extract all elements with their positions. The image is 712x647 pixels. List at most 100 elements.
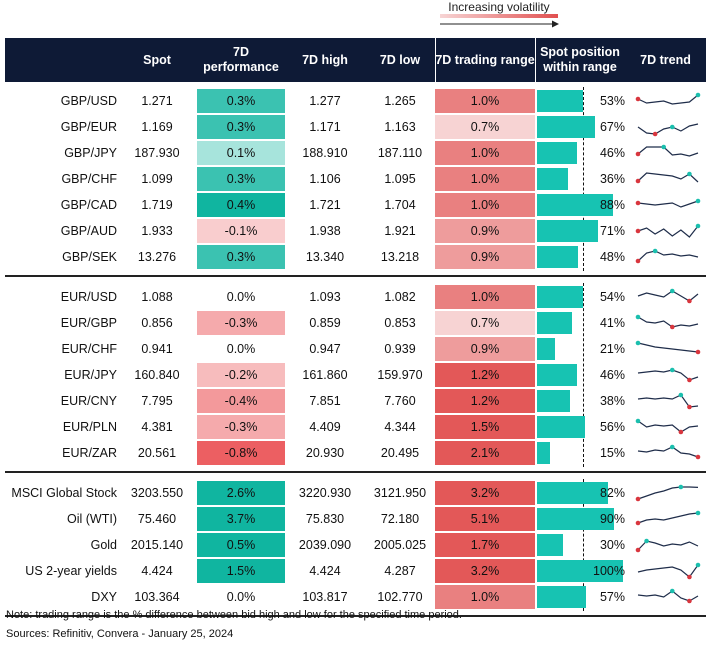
spot-position-bar — [537, 364, 577, 386]
trading-range-value: 1.2% — [470, 368, 500, 382]
spot-position-percent: 57% — [599, 590, 625, 604]
column-separator — [285, 309, 286, 311]
column-separator — [285, 439, 286, 441]
instrument-name: GBP/SEK — [62, 250, 117, 264]
spot-value: 103.364 — [134, 590, 180, 604]
table-row: Gold 2015.140 0.5% 2039.090 2005.025 1.7% 30% — [5, 532, 706, 558]
midpoint-dashed-line — [583, 87, 584, 271]
spot-position-percent: 21% — [599, 342, 625, 356]
column-separator — [435, 439, 436, 441]
column-separator — [535, 361, 536, 363]
header-7d-low: 7D low — [379, 52, 421, 67]
trend-low-marker — [635, 520, 641, 526]
trend-high-marker — [678, 392, 684, 398]
trend-low-marker — [635, 151, 641, 157]
column-separator — [535, 191, 536, 193]
instrument-name: EUR/ZAR — [62, 446, 117, 460]
trend-high-marker — [695, 92, 701, 98]
trend-line — [637, 123, 699, 135]
table-header: Spot 7D performance 7D high 7D low 7D tr… — [5, 38, 706, 82]
high-value: 3220.930 — [298, 486, 352, 500]
trading-range-heat-cell — [435, 285, 535, 309]
spot-value: 1.719 — [141, 198, 173, 212]
trend-high-marker — [669, 367, 675, 373]
trend-sparkline — [637, 367, 699, 383]
performance-value: -0.3% — [224, 420, 258, 434]
performance-heat-cell — [197, 245, 285, 269]
column-separator — [535, 505, 536, 507]
trend-high-marker — [661, 144, 667, 150]
trading-range-value: 3.2% — [470, 564, 500, 578]
instrument-name: EUR/CNY — [60, 394, 117, 408]
instrument-name: GBP/CAD — [60, 198, 117, 212]
trend-high-marker — [669, 444, 675, 450]
trend-sparkline — [637, 444, 701, 460]
trading-range-value: 3.2% — [470, 486, 500, 500]
performance-heat-cell — [197, 141, 285, 165]
table-row: GBP/JPY 187.930 0.1% 188.910 187.110 1.0% 46% — [5, 140, 706, 166]
low-value: 7.760 — [384, 394, 416, 408]
high-value: 13.340 — [305, 250, 345, 264]
instrument-name: DXY — [91, 590, 117, 604]
column-separator — [535, 335, 536, 337]
trend-sparkline — [637, 288, 699, 304]
trading-range-heat-cell — [435, 389, 535, 413]
performance-heat-cell — [197, 89, 285, 113]
spot-position-percent: 100% — [593, 564, 625, 578]
performance-heat-cell — [197, 363, 285, 387]
performance-value: 0.1% — [226, 146, 256, 160]
table-row: EUR/GBP 0.856 -0.3% 0.859 0.853 0.7% 41% — [5, 310, 706, 336]
spot-position-bar — [537, 246, 579, 268]
low-value: 4.287 — [384, 564, 416, 578]
footnote-note: Note: trading range is the % difference … — [6, 609, 462, 621]
trend-sparkline — [635, 314, 699, 330]
low-value: 4.344 — [384, 420, 416, 434]
column-separator — [435, 531, 436, 533]
table-row: GBP/CHF 1.099 0.3% 1.106 1.095 1.0% 36% — [5, 166, 706, 192]
trend-low-marker — [687, 598, 692, 604]
column-separator — [535, 165, 536, 167]
trading-range-heat-cell — [435, 533, 535, 557]
column-separator — [535, 531, 536, 533]
trend-high-marker — [635, 418, 641, 424]
column-separator — [285, 505, 286, 507]
spot-value: 20.561 — [137, 446, 177, 460]
spot-value: 1.099 — [141, 172, 173, 186]
trend-low-marker — [635, 96, 641, 102]
performance-value: 0.3% — [226, 94, 256, 108]
performance-value: 3.7% — [226, 512, 256, 526]
instrument-name: GBP/EUR — [60, 120, 117, 134]
trading-range-value: 1.5% — [470, 420, 500, 434]
table-row: GBP/AUD 1.933 -0.1% 1.938 1.921 0.9% 71% — [5, 218, 706, 244]
performance-value: 0.3% — [226, 172, 256, 186]
trading-range-heat-cell — [435, 193, 535, 217]
spot-position-percent: 90% — [599, 512, 625, 526]
spot-position-percent: 54% — [599, 290, 625, 304]
performance-value: -0.3% — [224, 316, 258, 330]
group-divider — [5, 471, 706, 473]
trend-sparkline — [635, 538, 699, 553]
spot-position-percent: 41% — [599, 316, 625, 330]
high-value: 2039.090 — [298, 538, 352, 552]
trading-range-heat-cell — [435, 507, 535, 531]
performance-heat-cell — [197, 389, 285, 413]
trend-high-marker — [678, 484, 684, 490]
spot-position-percent: 53% — [599, 94, 625, 108]
trading-range-value: 0.9% — [470, 250, 500, 264]
spot-value: 13.276 — [137, 250, 177, 264]
trend-line — [637, 250, 699, 262]
header-separator — [535, 38, 536, 82]
group-divider — [5, 615, 706, 617]
column-separator — [535, 217, 536, 219]
performance-value: 2.6% — [226, 486, 256, 500]
column-separator — [285, 531, 286, 533]
trend-line — [637, 342, 699, 353]
performance-heat-cell — [197, 115, 285, 139]
instrument-name: EUR/CHF — [61, 342, 117, 356]
trend-line — [637, 486, 699, 500]
trend-sparkline — [637, 392, 699, 410]
trading-range-value: 0.7% — [470, 120, 500, 134]
trend-line — [637, 225, 699, 238]
group-divider — [5, 275, 706, 277]
instrument-name: GBP/JPY — [64, 146, 117, 160]
